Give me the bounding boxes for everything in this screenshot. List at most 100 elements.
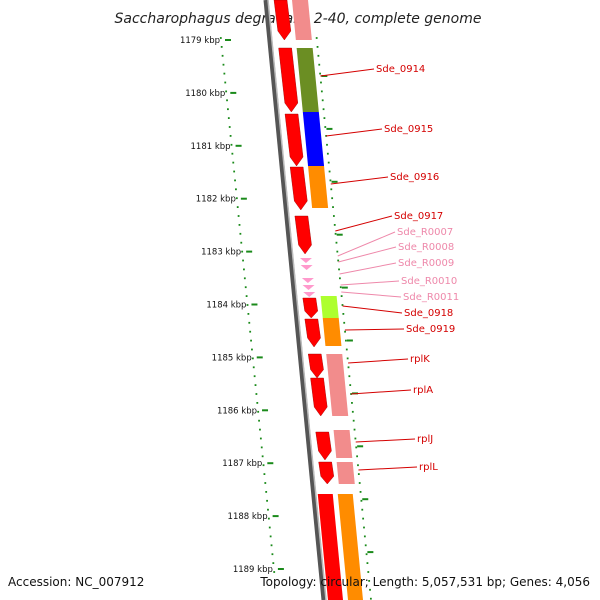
ring-dot <box>369 588 371 591</box>
axis-dot <box>265 491 268 493</box>
ring-dot <box>324 126 327 128</box>
cds-block <box>320 296 339 318</box>
label-leader <box>339 262 397 275</box>
axis-dot <box>235 188 237 191</box>
axis-dot <box>246 304 249 306</box>
ring-dot <box>352 419 355 422</box>
gene-label: Sde_0915 <box>384 124 433 135</box>
gene-label: Sde_R0007 <box>397 227 453 238</box>
cds-block <box>302 112 325 166</box>
ring-dot <box>330 188 333 191</box>
ring-dot <box>332 206 334 208</box>
cds-block <box>296 48 319 112</box>
ring-dot <box>328 170 331 173</box>
kbp-tick-label: 1180 kbp <box>185 89 225 99</box>
gene-label: Sde_0918 <box>404 308 453 319</box>
axis-dot <box>242 259 244 262</box>
genome-summary-text: Topology: circular; Length: 5,057,531 bp… <box>259 575 590 589</box>
gene-label: Sde_R0009 <box>398 258 454 269</box>
axis-dot <box>245 295 248 297</box>
kbp-tick-label: 1183 kbp <box>201 248 241 258</box>
ring-dot <box>346 357 349 360</box>
cds-arrow <box>289 166 308 211</box>
ring-dot <box>342 313 345 315</box>
cds-block <box>292 0 312 40</box>
cds-block <box>317 494 343 600</box>
label-leader <box>335 215 393 232</box>
ring-dot <box>322 108 325 111</box>
axis-dot <box>223 72 226 75</box>
ring-dot <box>345 339 347 342</box>
axis-dot <box>221 54 224 57</box>
axis-dot <box>252 366 255 369</box>
axis-dot <box>229 135 232 137</box>
axis-dot <box>272 562 275 564</box>
axis-dot <box>266 499 268 502</box>
rna-marker <box>299 258 312 263</box>
axis-dot <box>263 473 266 475</box>
ring-dot <box>320 81 322 84</box>
ring-dot <box>361 508 364 511</box>
ring-dot <box>326 152 329 155</box>
cds-block <box>337 494 363 600</box>
axis-dot <box>253 375 256 378</box>
label-leader <box>337 231 396 257</box>
ring-dot <box>329 179 332 182</box>
ring-dot <box>315 37 318 39</box>
axis-dot <box>225 90 228 93</box>
axis-dot <box>267 517 270 520</box>
ring-dot <box>356 455 359 458</box>
ring-dot <box>320 90 323 93</box>
cds-block <box>326 354 349 416</box>
ring-dot <box>369 597 372 600</box>
ring-dot <box>319 72 322 75</box>
axis-dot <box>238 224 241 226</box>
accession-text: Accession: NC_007912 <box>8 575 144 589</box>
cds-arrow <box>302 297 318 319</box>
ring-dot <box>341 304 344 306</box>
label-leader <box>340 280 400 286</box>
ring-dot <box>345 348 348 351</box>
gene-label: Sde_R0011 <box>403 292 459 303</box>
axis-dot <box>228 126 231 128</box>
ring-dot <box>363 535 366 538</box>
ring-dot <box>336 250 339 253</box>
label-leader <box>355 438 416 443</box>
ring-dot <box>321 99 324 102</box>
gene-labels: Sde_0914 Sde_0915 Sde_0916 Sde_0917 Sde_R000… <box>376 64 459 473</box>
ring-dot <box>354 437 357 440</box>
ring-dot <box>338 268 340 271</box>
gene-label: rplJ <box>417 434 433 445</box>
ring-dot <box>323 117 326 119</box>
gene-label: Sde_0919 <box>406 324 455 335</box>
axis-dot <box>251 348 253 351</box>
cds-arrow <box>278 47 299 113</box>
gene-label: Sde_R0008 <box>398 242 454 253</box>
ring-dot <box>316 46 319 48</box>
gene-label: Sde_0916 <box>390 172 439 183</box>
axis-dot <box>227 117 230 119</box>
ring-dot <box>362 517 365 520</box>
axis-dot <box>264 482 267 484</box>
kbp-tick-label: 1186 kbp <box>217 406 257 416</box>
ring-dot <box>351 410 354 413</box>
axis-dot <box>232 161 235 164</box>
backbone-ring <box>263 0 327 600</box>
label-leader <box>348 358 409 364</box>
cds-block <box>333 430 353 458</box>
ring-dot <box>351 402 353 404</box>
gene-label: Sde_0914 <box>376 64 425 75</box>
axis-dot <box>241 250 244 253</box>
kbp-axis-ticks <box>225 39 284 570</box>
ring-dot <box>363 526 365 529</box>
label-leader <box>330 176 389 185</box>
backbone-ring-highlight <box>267 0 327 600</box>
rna-marker <box>301 278 314 283</box>
axis-dot <box>256 402 259 404</box>
label-leader <box>341 291 402 298</box>
gene-label: rplL <box>419 462 438 473</box>
axis-dot <box>262 464 265 467</box>
axis-dot <box>260 446 263 449</box>
axis-dot <box>243 268 245 271</box>
